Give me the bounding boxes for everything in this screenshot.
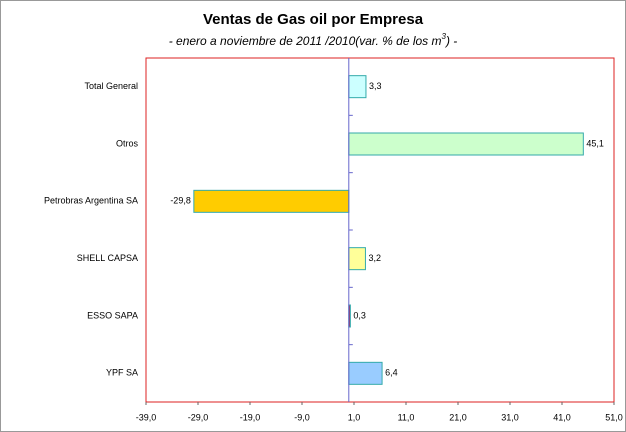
x-tick-label: -39,0 — [136, 412, 157, 422]
subtitle-sup: 3 — [442, 32, 447, 41]
y-tick-label: SHELL CAPSA — [77, 253, 138, 263]
value-label: 3,3 — [369, 81, 382, 91]
chart-subtitle: - enero a noviembre de 2011 /2010(var. %… — [169, 32, 458, 48]
x-tick-label: 11,0 — [398, 412, 415, 422]
bar — [193, 189, 350, 213]
x-tick-label: 41,0 — [553, 412, 571, 422]
value-label: 6,4 — [385, 368, 398, 378]
subtitle-part: - enero a noviembre de 2011 /2010(var. %… — [169, 34, 442, 48]
value-label: -29,8 — [170, 196, 191, 206]
y-tick-label: ESSO SAPA — [87, 310, 138, 320]
chart-title: Ventas de Gas oil por Empresa — [203, 11, 424, 28]
bar — [348, 132, 584, 156]
bar — [348, 75, 367, 99]
y-tick-label: Otros — [116, 138, 139, 148]
x-tick-label: 31,0 — [501, 412, 519, 422]
y-tick-label: Petrobras Argentina SA — [44, 196, 138, 206]
x-tick-label: -19,0 — [240, 412, 261, 422]
x-tick-label: 51,0 — [605, 412, 623, 422]
value-label: 0,3 — [353, 310, 366, 320]
x-tick-label: -9,0 — [294, 412, 310, 422]
subtitle-part: ) - — [444, 34, 457, 48]
x-tick-label: 21,0 — [449, 412, 467, 422]
value-label: 3,2 — [368, 253, 381, 263]
plot-area — [145, 57, 615, 403]
y-tick-label: YPF SA — [106, 368, 138, 378]
value-label: 45,1 — [586, 138, 604, 148]
x-tick-label: 1,0 — [348, 412, 361, 422]
bar — [348, 247, 366, 271]
bar — [348, 361, 383, 385]
y-tick-label: Total General — [84, 81, 138, 91]
x-tick-label: -29,0 — [188, 412, 209, 422]
